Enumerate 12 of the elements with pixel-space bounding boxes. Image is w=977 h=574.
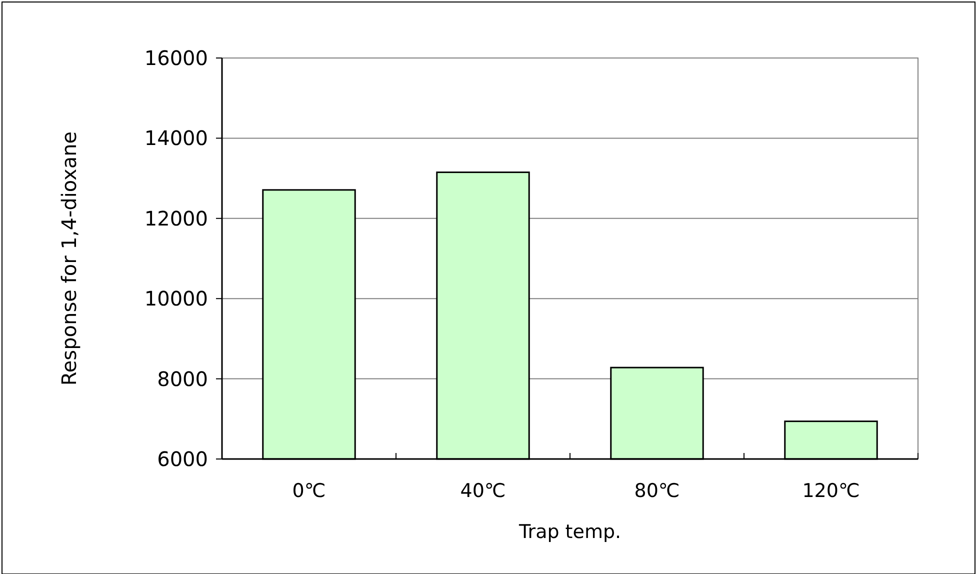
x-tick-label: 0℃ <box>292 480 326 502</box>
x-tick-label: 40℃ <box>460 480 506 502</box>
y-tick-label: 14000 <box>144 126 208 150</box>
y-tick-label: 6000 <box>157 447 208 471</box>
x-tick-label: 120℃ <box>802 480 860 502</box>
x-axis-title: Trap temp. <box>518 521 622 543</box>
y-tick-label: 12000 <box>144 206 208 230</box>
y-tick-label: 10000 <box>144 286 208 311</box>
y-tick-label: 16000 <box>144 46 208 70</box>
x-tick-label: 80℃ <box>634 480 680 502</box>
y-tick-label: 8000 <box>157 366 208 391</box>
y-axis-title: Response for 1,4-dioxane <box>57 131 81 386</box>
